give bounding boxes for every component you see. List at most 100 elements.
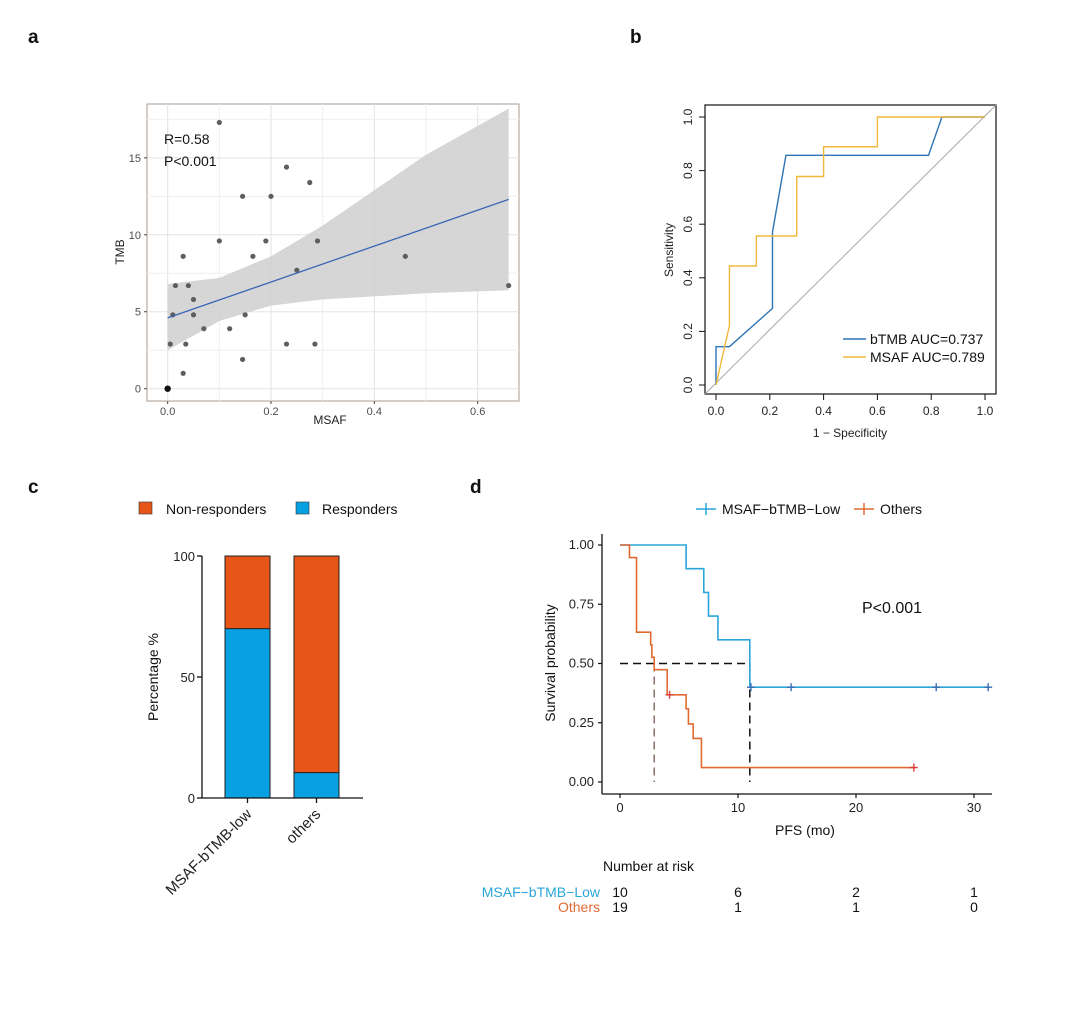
- x-axis-title: 1 − Specificity: [813, 426, 887, 440]
- scatter-panel: 0.0 0.2 0.4 0.6 0 5 10 15 R=0.58 P<0.001 MSAF T…: [113, 103, 520, 427]
- censor-mark: [746, 683, 755, 692]
- panel-label-c: c: [28, 477, 39, 498]
- y-tick-label: 0: [188, 791, 195, 806]
- y-tick-label: 0.0: [681, 376, 695, 393]
- y-axis-title: Percentage %: [145, 633, 161, 721]
- p-value-label: P<0.001: [862, 600, 922, 617]
- legend-label-non-responders: Non-responders: [166, 501, 266, 517]
- scatter-point: [190, 296, 197, 303]
- risk-row-label: MSAF−bTMB−Low: [482, 884, 601, 900]
- panel-label-b: b: [630, 27, 642, 48]
- y-tick-label: 5: [135, 307, 141, 319]
- stacked-bar-panel: Non-responders Responders 0 50 100 MSAF-bTM…: [138, 501, 398, 899]
- x-tick-label: 0: [616, 800, 623, 815]
- bar-segment-responders: [293, 772, 340, 799]
- risk-table-title: Number at risk: [603, 858, 695, 874]
- scatter-point: [312, 341, 318, 347]
- x-tick-label: 10: [731, 800, 745, 815]
- panel-label-a: a: [28, 27, 39, 48]
- y-tick-label: 0.4: [681, 269, 695, 286]
- roc-curve-msaf: [715, 116, 985, 386]
- bars: [224, 555, 340, 799]
- scatter-points: [164, 119, 512, 392]
- y-tick-label: 0: [135, 384, 141, 396]
- median-lines: [620, 662, 751, 782]
- x-tick-label: 0.6: [470, 406, 485, 418]
- bar-segment-responders: [224, 628, 271, 799]
- survival-curve-msaf-btmb-low: [620, 544, 990, 689]
- roc-curve-btmb: [715, 116, 985, 385]
- bar-segment-non-responders: [293, 555, 340, 774]
- censor-mark: [665, 690, 674, 699]
- y-tick-label: 0.50: [569, 656, 594, 671]
- legend-label-others: Others: [880, 501, 922, 517]
- regression-line: [167, 198, 509, 319]
- censor-mark: [932, 683, 941, 692]
- km-panel: MSAF−bTMB−Low Others 0.00 0.25 0.50 0.75 1.0…: [482, 501, 993, 915]
- y-tick-label: 50: [181, 670, 195, 685]
- risk-value: 2: [852, 884, 860, 900]
- scatter-point: [314, 238, 321, 244]
- reference-diagonal: [704, 104, 997, 395]
- x-tick-label: 0.8: [923, 404, 940, 418]
- bar-segment-non-responders: [224, 555, 271, 630]
- y-tick-label: 0.00: [569, 774, 594, 789]
- scatter-point: [506, 282, 512, 289]
- x-axis-title: PFS (mo): [775, 822, 835, 838]
- risk-value: 19: [612, 899, 628, 915]
- risk-value: 1: [970, 884, 978, 900]
- scatter-point: [268, 193, 274, 199]
- x-tick-label: 0.0: [708, 404, 725, 418]
- axis-ticks: 0.0 0.2 0.4 0.6 0.8 1.0 0.0 0.2 0.4 0.6 0.8 1.0: [681, 108, 994, 418]
- risk-value: 6: [734, 884, 742, 900]
- risk-value: 1: [734, 899, 742, 915]
- legend-label-btmb: bTMB AUC=0.737: [870, 331, 983, 347]
- x-tick-label: 0.0: [160, 406, 175, 418]
- legend-swatch-responders: [295, 501, 310, 515]
- scatter-point: [185, 282, 191, 289]
- roc-panel: 0.0 0.2 0.4 0.6 0.8 1.0 0.0 0.2 0.4 0.6 0.8 1.0 bTM…: [662, 104, 997, 440]
- legend-label-msaf: MSAF AUC=0.789: [870, 349, 985, 365]
- correlation-label: R=0.58: [164, 131, 210, 147]
- y-tick-label: 1.00: [569, 537, 594, 552]
- scatter-point: [239, 193, 246, 199]
- x-tick-label: others: [283, 806, 325, 848]
- scatter-point: [216, 119, 222, 126]
- risk-value: 1: [852, 899, 860, 915]
- x-tick-label: 0.4: [815, 404, 832, 418]
- scatter-point: [201, 326, 207, 332]
- y-tick-label: 0.6: [681, 216, 695, 233]
- scatter-point: [216, 238, 222, 244]
- y-axis-title: Sensitivity: [662, 223, 676, 277]
- y-tick-label: 1.0: [681, 108, 695, 125]
- scatter-point: [307, 179, 313, 186]
- y-tick-label: 0.8: [681, 162, 695, 179]
- scatter-point: [183, 341, 189, 347]
- x-tick-label: 0.4: [367, 406, 382, 418]
- scatter-point: [180, 253, 186, 259]
- censor-marks: [665, 683, 993, 772]
- y-tick-label: 15: [129, 153, 141, 165]
- x-tick-label: 20: [849, 800, 863, 815]
- axis-ticks: 0.0 0.2 0.4 0.6 0 5 10 15: [129, 153, 486, 418]
- survival-curve-others: [620, 544, 915, 769]
- y-axis-title: Survival probability: [542, 604, 558, 722]
- x-tick-label: 0.6: [869, 404, 886, 418]
- scatter-point: [294, 267, 300, 273]
- censor-mark: [909, 763, 918, 772]
- y-tick-label: 0.25: [569, 715, 594, 730]
- p-value-label: P<0.001: [164, 153, 217, 169]
- y-tick-label: 100: [173, 549, 195, 564]
- y-tick-label: 0.75: [569, 596, 594, 611]
- x-axis-title: MSAF: [313, 413, 346, 427]
- x-tick-label: MSAF-bTMB-low: [163, 806, 256, 899]
- legend-label-msaf-btmb-low: MSAF−bTMB−Low: [722, 501, 841, 517]
- legend-swatch-non-responders: [138, 501, 153, 515]
- scatter-point: [172, 282, 179, 289]
- axes: 0.00 0.25 0.50 0.75 1.00 0 10 20 30: [569, 534, 992, 815]
- censor-mark: [787, 683, 796, 692]
- scatter-point: [402, 253, 408, 259]
- x-tick-label: 0.2: [761, 404, 778, 418]
